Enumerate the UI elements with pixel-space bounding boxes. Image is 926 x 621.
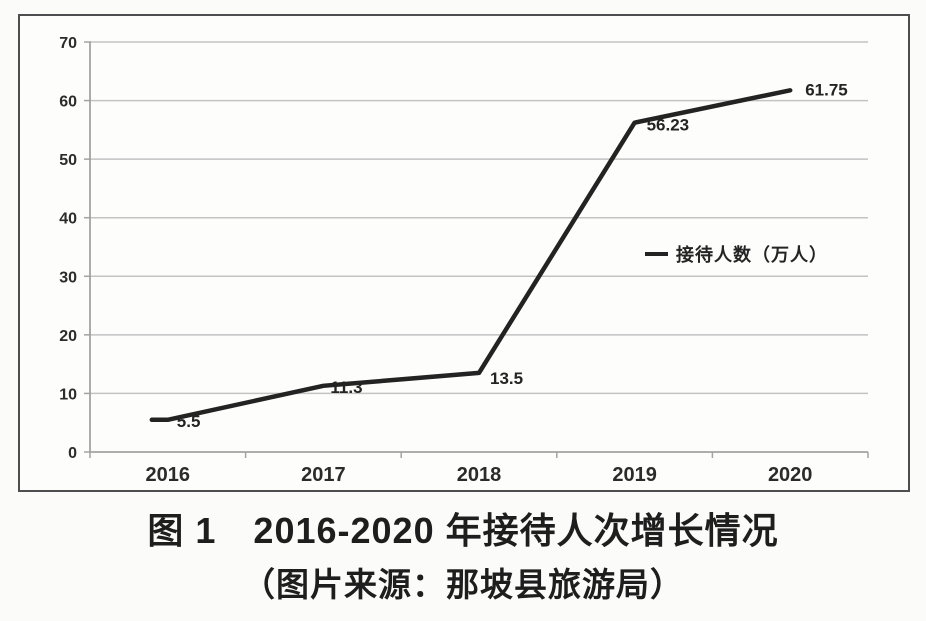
y-tick-label: 10 [59, 386, 77, 403]
x-tick-label: 2017 [301, 464, 346, 486]
y-tick-label: 50 [59, 152, 77, 169]
y-tick-label: 30 [59, 269, 77, 286]
y-tick-label: 0 [68, 445, 77, 462]
y-tick-label: 70 [59, 35, 77, 52]
x-tick-label: 2016 [146, 464, 191, 486]
figure-source: （图片来源：那坡县旅游局） [242, 566, 684, 603]
x-tick-label: 2019 [612, 464, 657, 486]
y-tick-label: 20 [59, 328, 77, 345]
chart-frame [18, 14, 910, 492]
y-tick-label: 40 [59, 211, 77, 228]
legend-label: 接待人数（万人） [676, 244, 828, 265]
figure-caption: 图 1 2016-2020 年接待人次增长情况 （图片来源：那坡县旅游局） [0, 508, 926, 606]
data-label: 56.23 [647, 116, 690, 135]
x-tick-label: 2018 [457, 464, 502, 486]
data-label: 61.75 [805, 80, 848, 99]
series-line [149, 88, 793, 423]
line-chart: 0 10 20 30 40 50 60 70 2016 2017 2018 2019 2020 5.5 11… [59, 35, 869, 486]
figure-title: 图 1 2016-2020 年接待人次增长情况 [147, 510, 779, 551]
x-tick-label: 2020 [768, 464, 813, 486]
y-tick-label: 60 [59, 94, 77, 111]
data-label: 5.5 [177, 412, 201, 431]
data-label: 11.3 [330, 378, 362, 397]
data-label: 13.5 [490, 369, 523, 388]
